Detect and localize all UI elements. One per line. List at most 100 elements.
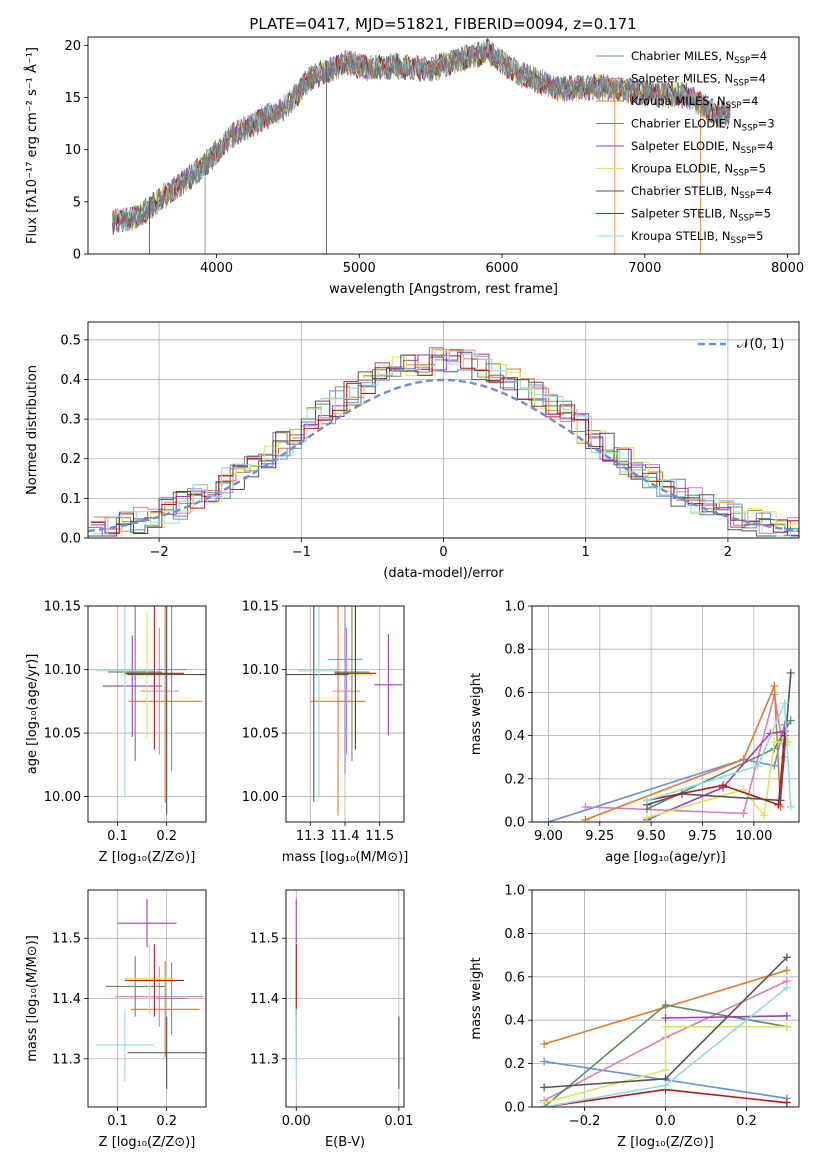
y-tick-label: 0.0 <box>504 1101 525 1116</box>
x-tick-label: 0.1 <box>107 829 128 844</box>
error-bar-point <box>334 606 370 762</box>
error-bar-point <box>115 966 204 1027</box>
x-tick-label: 11.5 <box>365 829 394 844</box>
x-tick-label: 5000 <box>343 261 376 276</box>
y-tick-label: 0.2 <box>60 452 81 467</box>
mass-weight-line <box>646 735 786 806</box>
legend-label: Salpeter STELIB, NSSP=5 <box>631 207 771 224</box>
residual-histogram <box>90 354 799 534</box>
x-tick-label: 4000 <box>200 261 233 276</box>
weight-vs-z-panel: −0.2 0.0 0.2 0.0 0.2 0.4 0.6 0.8 1.0 Z [log₁₀(Z/Z… <box>469 884 800 1150</box>
mass-weight-marker <box>544 818 553 822</box>
error-bar-point <box>130 961 200 1058</box>
y-tick-label: 11.3 <box>52 1052 81 1067</box>
age-vs-mass-panel: 11.3 11.4 11.5 10.00 10.05 10.10 10.15 mass [lo… <box>242 600 408 866</box>
mass-vs-z-panel: 0.1 0.2 11.3 11.4 11.5 Z [log₁₀(Z/Z⊙)] mass [l… <box>25 889 207 1150</box>
y-tick-label: 11.5 <box>250 932 279 947</box>
x-axis-label: Z [log₁₀(Z/Z⊙)] <box>99 1135 196 1150</box>
mass-weight-marker <box>780 699 789 708</box>
mass-weight-line <box>543 1025 787 1104</box>
mass-weight-marker <box>782 953 791 962</box>
y-tick-label: 20 <box>64 39 81 54</box>
x-tick-label: −2 <box>150 545 169 560</box>
legend-label: Chabrier ELODIE, NSSP=3 <box>631 117 775 134</box>
y-tick-label: 10.15 <box>44 600 81 615</box>
mass-weight-marker <box>540 1057 549 1066</box>
y-tick-label: 0.0 <box>60 532 81 547</box>
y-tick-label: 10.15 <box>242 600 279 615</box>
mass-weight-marker <box>782 1022 791 1031</box>
error-bar-point <box>334 606 377 750</box>
x-tick-label: 0.2 <box>156 829 177 844</box>
legend-label: Kroupa ELODIE, NSSP=5 <box>631 162 766 179</box>
mass-weight-marker <box>661 1022 670 1031</box>
x-tick-label: 10.00 <box>735 829 772 844</box>
plot-area <box>95 606 206 815</box>
x-tick-label: 6000 <box>485 261 518 276</box>
mass-weight-marker <box>784 738 793 747</box>
y-tick-label: 5 <box>73 195 81 210</box>
mass-weight-marker <box>770 738 779 747</box>
x-axis-label: age [log₁₀(age/yr)] <box>605 850 726 865</box>
y-tick-label: 10 <box>64 143 81 158</box>
x-tick-label: 0.1 <box>107 1114 128 1129</box>
mass-weight-line <box>585 685 782 821</box>
error-bar-point <box>286 606 349 802</box>
mass-weight-marker <box>786 668 795 677</box>
mass-weight-line <box>646 741 789 819</box>
plot-area <box>544 668 795 822</box>
y-tick-label: 0.5 <box>60 333 81 348</box>
mass-weight-marker <box>661 1066 670 1075</box>
mass-weight-marker <box>774 800 783 809</box>
x-tick-label: 9.00 <box>534 829 563 844</box>
plot-area <box>540 953 791 1107</box>
error-bar-point <box>108 606 163 762</box>
y-axis-label: mass weight <box>469 673 484 755</box>
legend-label: Chabrier MILES, NSSP=4 <box>631 49 767 66</box>
mass-weight-line <box>646 702 792 807</box>
plot-area <box>88 347 799 537</box>
mass-weight-marker <box>661 1014 670 1023</box>
error-bar-point <box>102 635 162 737</box>
mass-weight-marker <box>776 796 785 805</box>
y-tick-label: 0.4 <box>504 729 525 744</box>
y-tick-label: 11.4 <box>52 992 81 1007</box>
x-tick-label: 0 <box>439 545 447 560</box>
y-tick-label: 0.3 <box>60 413 81 428</box>
x-tick-label: 0.00 <box>282 1114 311 1129</box>
y-tick-label: 0.8 <box>504 927 525 942</box>
x-tick-label: −1 <box>292 545 311 560</box>
y-tick-label: 0.6 <box>504 970 525 985</box>
y-tick-label: 10.00 <box>44 790 81 805</box>
error-bar-point <box>156 962 187 1035</box>
mass-weight-marker <box>782 1011 791 1020</box>
y-tick-label: 0.1 <box>60 492 81 507</box>
y-tick-label: 10.05 <box>242 727 279 742</box>
x-tick-label: 11.4 <box>331 829 360 844</box>
mass-weight-marker <box>760 811 769 820</box>
plot-area <box>95 899 206 1089</box>
mass-vs-ebv-panel: 0.00 0.01 11.3 11.4 11.5 E(B-V) <box>250 889 413 1150</box>
error-bar-point <box>127 606 206 815</box>
residuals-panel: −2 −1 0 1 2 0.0 0.1 0.2 0.3 0.4 0.5 (data-model)/er… <box>25 321 800 581</box>
spectrum-panel: 4000 5000 6000 7000 8000 0 5 10 15 20 wavelength [… <box>24 36 804 297</box>
y-tick-label: 10.10 <box>242 663 279 678</box>
mass-weight-marker <box>540 1083 549 1092</box>
mass-weight-marker <box>540 1040 549 1049</box>
x-tick-label: 7000 <box>628 261 661 276</box>
mass-weight-marker <box>786 802 795 811</box>
spectrum-data-line <box>111 40 731 235</box>
x-axis-label: (data-model)/error <box>383 566 504 581</box>
mass-weight-marker <box>540 1103 549 1107</box>
x-axis-label: Z [log₁₀(Z/Z⊙)] <box>617 1135 714 1150</box>
plot-area <box>111 37 731 254</box>
x-tick-label: 0.01 <box>384 1114 413 1129</box>
axes-frame <box>87 605 207 823</box>
error-bar-point <box>124 942 175 1015</box>
mass-weight-marker <box>770 681 779 690</box>
y-tick-label: 0 <box>73 248 81 263</box>
x-axis-label: wavelength [Angstrom, rest frame] <box>329 282 558 297</box>
y-tick-label: 1.0 <box>504 600 525 615</box>
error-bar-point <box>127 1016 206 1089</box>
